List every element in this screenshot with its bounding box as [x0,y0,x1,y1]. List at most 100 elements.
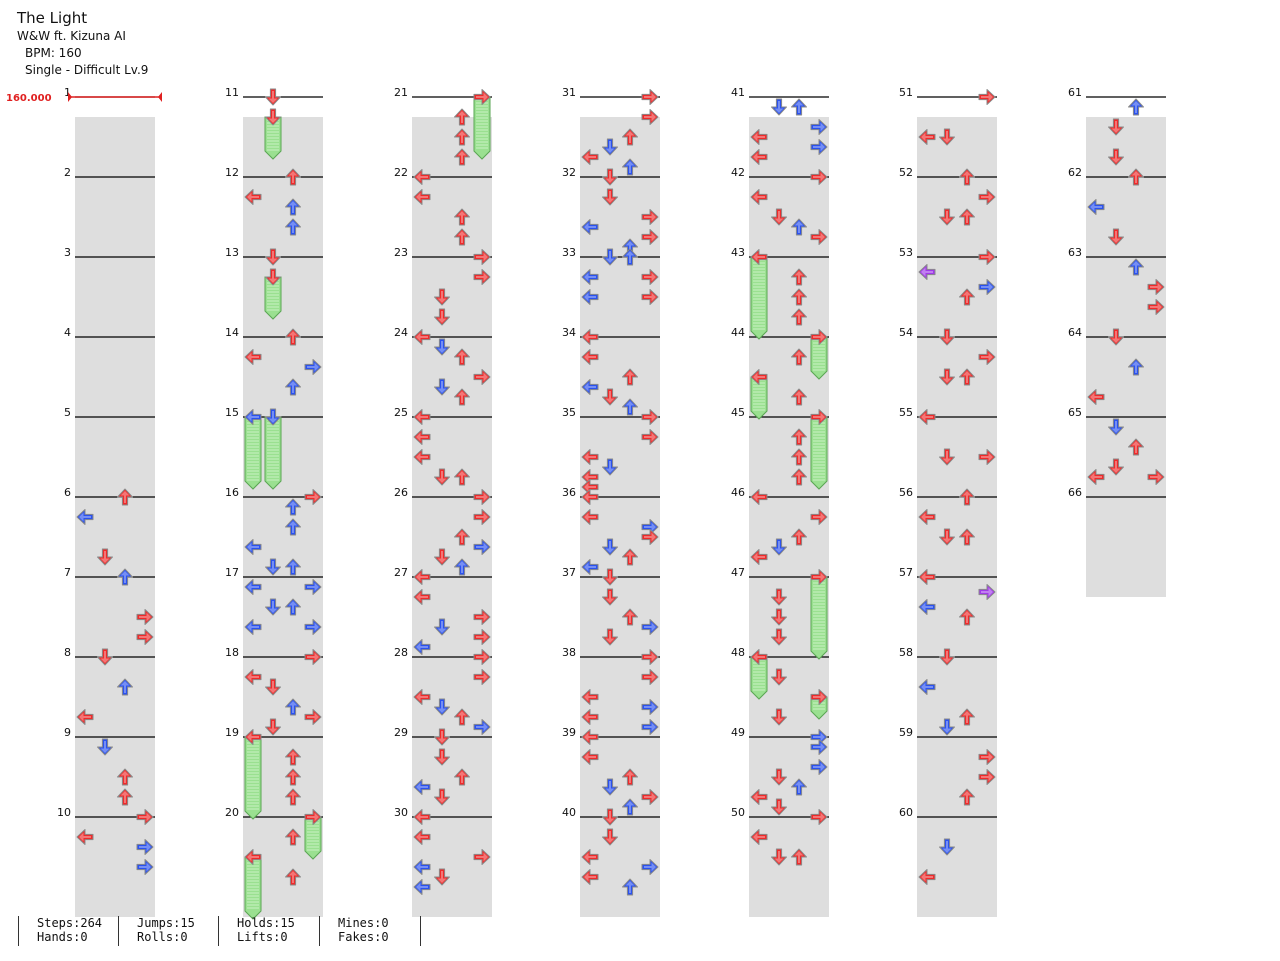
beat-row [1086,437,1166,457]
beat-row [580,617,660,637]
arrow-left-icon [244,669,262,685]
beat-row [917,377,997,397]
beat-row [75,417,155,437]
beat-row [917,137,997,157]
measure: 54 [899,326,997,437]
beat-row [1086,297,1166,317]
measure: 27 [394,566,492,677]
beat-row [749,277,829,297]
arrow-right-icon [304,649,322,665]
arrow-up-icon [285,788,301,806]
beat-row [1086,257,1166,277]
beat-row [580,897,660,917]
beat-row [412,417,492,437]
arrow-up-icon [285,558,301,576]
stat-line: Rolls:0 [137,930,188,944]
arrow-left-icon [244,579,262,595]
arrow-up-icon [791,528,807,546]
beat-row [917,517,997,537]
arrow-down-icon [434,308,450,326]
beat-row [75,557,155,577]
measure: 58 [899,646,997,757]
beat-row [917,617,997,637]
beat-row [412,377,492,397]
arrow-right-icon [641,429,659,445]
arrow-right-icon [810,569,828,585]
measure: 34 [562,326,660,437]
arrow-left-icon [1087,199,1105,215]
measure-number: 10 [57,806,71,819]
arrow-up-icon [791,348,807,366]
arrow-right-icon [810,809,828,825]
measure: 4 [64,326,155,437]
beat-row [917,297,997,317]
arrow-up-icon [285,698,301,716]
beat-row [75,597,155,617]
arrow-down-icon [434,618,450,636]
arrow-up-icon [791,98,807,116]
measure-number: 30 [394,806,408,819]
arrow-up-icon [285,218,301,236]
measure-number: 28 [394,646,408,659]
arrow-right-icon [810,739,828,755]
arrow-left-icon [581,469,599,485]
arrow-up-icon [454,108,470,126]
arrow-left-icon [750,129,768,145]
beat-row [749,557,829,577]
beat-row [412,617,492,637]
beat-row [749,237,829,257]
beat-row [917,597,997,617]
arrow-right-icon [473,669,491,685]
beat-row [75,177,155,197]
beat-row [75,497,155,517]
measure-number: 12 [225,166,239,179]
beat-row [749,597,829,617]
arrow-right-icon [978,89,996,105]
beat-row [243,877,323,897]
arrow-down-icon [265,718,281,736]
beat-row [580,417,660,437]
beat-row [75,337,155,357]
arrow-up-icon [622,158,638,176]
arrow-left-icon [581,489,599,505]
measure-number: 27 [394,566,408,579]
beat-row [749,437,829,457]
beat-row [412,397,492,417]
measure-number: 60 [899,806,913,819]
beat-row [412,217,492,237]
arrow-right-icon [473,609,491,625]
measure: 62 [1068,166,1166,277]
beat-row [580,697,660,717]
measure: 66 [1068,486,1166,597]
arrow-right-icon [1147,469,1165,485]
beat-row [412,657,492,677]
arrow-down-icon [434,728,450,746]
arrow-up-icon [959,208,975,226]
arrow-left-icon [750,149,768,165]
arrow-down-icon [1108,418,1124,436]
beat-row [75,277,155,297]
measure-number: 47 [731,566,745,579]
beat-row [75,617,155,637]
beat-row [580,797,660,817]
arrow-left-icon [413,429,431,445]
arrow-left-icon [581,509,599,525]
beat-row [580,497,660,517]
beat-row [243,357,323,377]
measure: 29 [394,726,492,837]
arrow-up-icon [959,528,975,546]
measure: 59 [899,726,997,837]
measure-number: 43 [731,246,745,259]
measure-number: 50 [731,806,745,819]
arrow-up-icon [454,208,470,226]
song-title: The Light [17,9,88,27]
arrow-down-icon [771,668,787,686]
arrow-up-icon [791,268,807,286]
beat-row [749,397,829,417]
arrow-up-icon [791,848,807,866]
beat-row [75,797,155,817]
beat-row [412,197,492,217]
beat-row [243,577,323,597]
beat-row [75,757,155,777]
bpm-change-marker [68,92,162,102]
